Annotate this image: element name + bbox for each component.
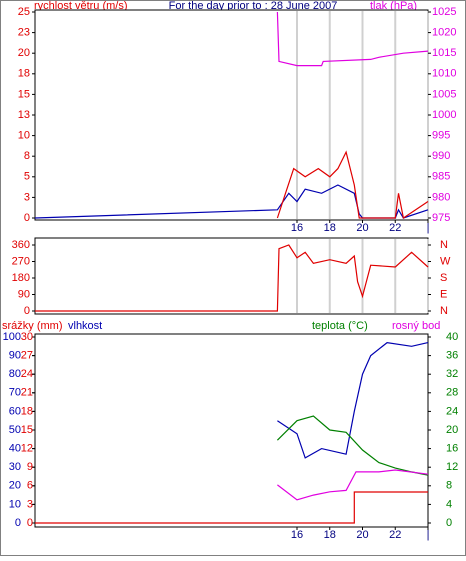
y-tick-label: 70 xyxy=(9,387,21,399)
y-tick-label: N xyxy=(440,239,448,251)
y-tick-label: 24 xyxy=(446,405,458,417)
y-tick-label: 1010 xyxy=(432,68,456,80)
y-tick-label: 16 xyxy=(446,443,458,455)
y-tick-label: 20 xyxy=(18,47,30,59)
y-tick-label: 0 xyxy=(27,517,33,529)
y-tick-label: 10 xyxy=(18,130,30,142)
y-tick-label: 6 xyxy=(27,480,33,492)
y-tick-label: 990 xyxy=(432,150,450,162)
y-tick-label: W xyxy=(440,255,451,267)
y-tick-label: 20 xyxy=(446,424,458,436)
plot-area xyxy=(34,9,429,221)
plot-area xyxy=(34,237,429,315)
y-tick-label: 3 xyxy=(24,191,30,203)
y-tick-label: 0 xyxy=(15,517,21,529)
series-label: teplota (°C) xyxy=(312,320,368,332)
y-tick-label: 32 xyxy=(446,368,458,380)
series-line xyxy=(277,341,429,459)
y-axis-label: rychlost větru (m/s) xyxy=(34,0,128,12)
y-tick-label: 80 xyxy=(9,368,21,380)
series-line xyxy=(35,491,428,524)
y-tick-label: E xyxy=(440,288,447,300)
y-tick-label: 1025 xyxy=(432,6,456,18)
y-tick-label: 24 xyxy=(21,368,33,380)
y-tick-label: 0 xyxy=(446,517,452,529)
y-tick-label: 15 xyxy=(21,424,33,436)
y-tick-label: 360 xyxy=(12,239,30,251)
series-line xyxy=(276,11,429,67)
series-label: srážky (mm) xyxy=(2,320,63,332)
y2-axis-label: tlak (hPa) xyxy=(370,0,417,12)
x-tick-label: 16 xyxy=(291,222,303,234)
x-tick-label: 20 xyxy=(356,529,368,541)
y-tick-label: 4 xyxy=(446,498,452,510)
y-tick-label: 9 xyxy=(27,461,33,473)
y-tick-label: 20 xyxy=(9,480,21,492)
y-tick-label: 40 xyxy=(446,331,458,343)
series-line xyxy=(276,150,429,219)
x-tick-label: | xyxy=(427,529,430,541)
x-tick-label: 16 xyxy=(291,529,303,541)
y-tick-label: 8 xyxy=(446,480,452,492)
y-tick-label: 18 xyxy=(21,405,33,417)
y-tick-label: N xyxy=(440,305,448,317)
x-tick-label: 22 xyxy=(389,222,401,234)
series-label: rosný bod xyxy=(392,320,440,332)
series-line xyxy=(34,184,429,219)
series-line xyxy=(277,469,429,501)
y-tick-label: 985 xyxy=(432,171,450,183)
series-label: vlhkost xyxy=(68,320,102,332)
y-tick-label: 5 xyxy=(24,171,30,183)
series-line xyxy=(35,244,429,312)
chart-title: For the day prior to : 28 June 2007 xyxy=(169,0,338,12)
y-tick-label: 21 xyxy=(21,387,33,399)
y-tick-label: 15 xyxy=(18,88,30,100)
y-tick-label: 36 xyxy=(446,350,458,362)
y-tick-label: 975 xyxy=(432,212,450,224)
y-tick-label: 90 xyxy=(18,288,30,300)
x-tick-label: 20 xyxy=(356,222,368,234)
y-tick-label: 28 xyxy=(446,387,458,399)
y-tick-label: 980 xyxy=(432,191,450,203)
y-tick-label: 30 xyxy=(9,461,21,473)
y-tick-label: 1005 xyxy=(432,88,456,100)
x-tick-label: 22 xyxy=(389,529,401,541)
y-tick-label: 0 xyxy=(24,305,30,317)
y-tick-label: 12 xyxy=(446,461,458,473)
y-tick-label: 50 xyxy=(9,424,21,436)
y-tick-label: 18 xyxy=(18,68,30,80)
y-tick-label: 13 xyxy=(18,109,30,121)
y-tick-label: 270 xyxy=(12,255,30,267)
y-tick-label: 23 xyxy=(18,27,30,39)
x-tick-label: 18 xyxy=(324,529,336,541)
y-tick-label: 100 xyxy=(3,331,21,343)
y-tick-label: 40 xyxy=(9,443,21,455)
plot-area xyxy=(34,333,429,528)
x-tick-label: | xyxy=(427,222,430,234)
y-tick-label: 1020 xyxy=(432,27,456,39)
y-tick-label: S xyxy=(440,272,447,284)
series-line xyxy=(276,415,429,476)
y-tick-label: 1000 xyxy=(432,109,456,121)
y-tick-label: 180 xyxy=(12,272,30,284)
y-tick-label: 12 xyxy=(21,443,33,455)
y-tick-label: 25 xyxy=(18,6,30,18)
y-tick-label: 30 xyxy=(21,331,33,343)
y-tick-label: 60 xyxy=(9,405,21,417)
x-tick-label: 18 xyxy=(324,222,336,234)
y-tick-label: 3 xyxy=(27,498,33,510)
y-tick-label: 995 xyxy=(432,130,450,142)
y-tick-label: 90 xyxy=(9,350,21,362)
y-tick-label: 10 xyxy=(9,498,21,510)
y-tick-label: 1015 xyxy=(432,47,456,59)
y-tick-label: 0 xyxy=(24,212,30,224)
y-tick-label: 8 xyxy=(24,150,30,162)
y-tick-label: 27 xyxy=(21,350,33,362)
